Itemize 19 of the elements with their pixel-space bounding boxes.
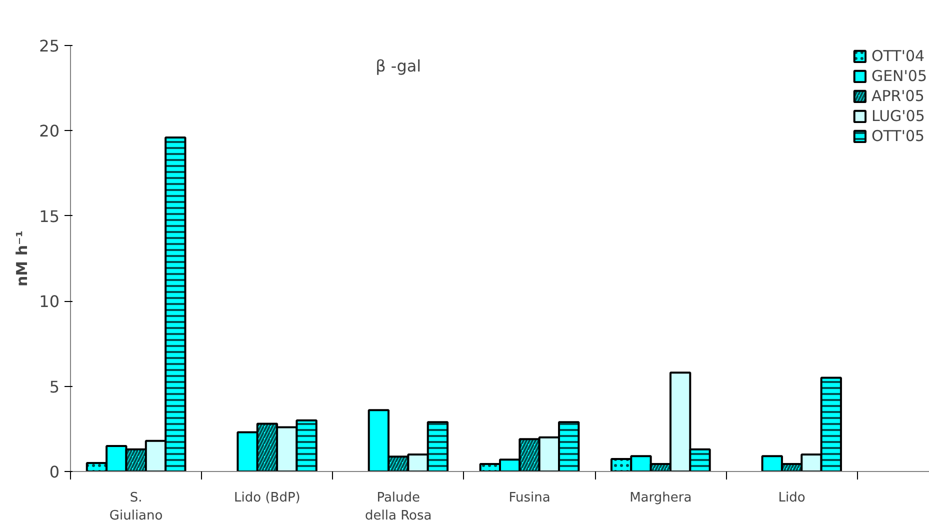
legend-label: OTT'04 [871, 47, 925, 65]
legend-label: LUG'05 [871, 107, 925, 125]
legend-label: OTT'05 [871, 127, 925, 145]
x-tick-label: S. Giuliano [109, 490, 163, 524]
y-tick-label: 20 [39, 122, 60, 141]
y-tick-label: 0 [49, 462, 60, 482]
y-tick-label: 5 [49, 377, 60, 396]
y-tick-label: 15 [39, 206, 60, 226]
x-tick-label: Lido [778, 490, 806, 506]
x-tick-label: Lido (BdP) [234, 490, 300, 506]
text: β -gal [376, 56, 422, 76]
legend-label: GEN'05 [871, 67, 927, 85]
x-tick-label: Fusina [508, 490, 550, 506]
y-tick-label: 25 [39, 36, 60, 56]
x-tick-label: Palude della Rosa [365, 490, 432, 524]
legend-label: APR'05 [871, 87, 924, 105]
y-tick-label: 10 [39, 292, 60, 312]
y-axis-title: nM h⁻¹ [13, 230, 32, 286]
x-tick-label: Marghera [630, 490, 692, 506]
